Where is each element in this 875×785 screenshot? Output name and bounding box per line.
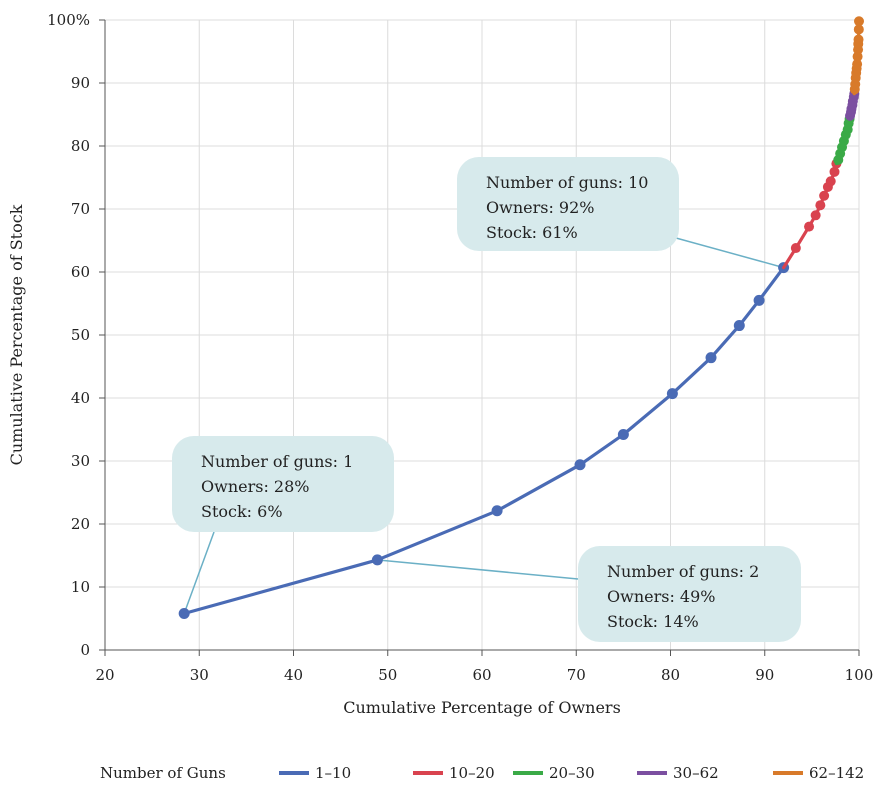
- data-point: [804, 221, 815, 232]
- data-point: [829, 166, 840, 177]
- annotation-box: Number of guns: 10 Owners: 92% Stock: 61%: [457, 157, 679, 251]
- annotation-background: [457, 157, 679, 251]
- data-point: [705, 352, 717, 364]
- y-tick-label: 60: [71, 263, 90, 281]
- x-tick-label: 100: [845, 666, 874, 684]
- legend-item: 10–20: [413, 764, 495, 782]
- annotation-box: Number of guns: 2 Owners: 49% Stock: 14%: [578, 546, 801, 642]
- y-tick-label: 100%: [47, 11, 90, 29]
- y-axis-label: Cumulative Percentage of Stock: [7, 204, 26, 465]
- x-tick-label: 60: [472, 666, 491, 684]
- y-tick-label: 20: [71, 515, 90, 533]
- annotation-text: Number of guns: 10: [486, 173, 648, 192]
- annotation-text: Owners: 92%: [486, 198, 594, 217]
- data-point: [574, 459, 586, 471]
- annotation-text: Stock: 6%: [201, 502, 283, 521]
- data-point: [853, 24, 864, 35]
- annotation-leader-line: [183, 531, 215, 614]
- data-point: [753, 294, 765, 306]
- data-point: [854, 16, 864, 27]
- data-point: [666, 388, 678, 400]
- annotation-text: Stock: 14%: [607, 612, 699, 631]
- data-point: [852, 59, 863, 70]
- annotation-box: Number of guns: 1 Owners: 28% Stock: 6%: [172, 436, 394, 532]
- data-point: [371, 554, 383, 566]
- annotation-leader-line: [377, 559, 579, 580]
- series-line: [182, 266, 786, 616]
- axes: [99, 19, 860, 656]
- x-tick-label: 20: [95, 666, 114, 684]
- y-tick-label: 0: [80, 641, 90, 659]
- data-point: [733, 320, 745, 332]
- annotation-text: Stock: 61%: [486, 223, 578, 242]
- legend-item: 20–30: [513, 764, 595, 782]
- y-tick-label: 90: [71, 74, 90, 92]
- annotation-text: Owners: 28%: [201, 477, 309, 496]
- annotation-text: Owners: 49%: [607, 587, 715, 606]
- legend: Number of Guns 1–10 10–20 20–30 30–62 62–142: [100, 764, 864, 782]
- annotation-leaders: [183, 237, 784, 614]
- y-tick-label: 50: [71, 326, 90, 344]
- x-tick-label: 40: [284, 666, 303, 684]
- legend-item: 62–142: [773, 764, 864, 782]
- y-tick-label: 30: [71, 452, 90, 470]
- x-tick-label: 80: [661, 666, 680, 684]
- y-tick-label: 70: [71, 200, 90, 218]
- legend-label: 62–142: [809, 764, 864, 782]
- data-point: [617, 429, 629, 441]
- x-tick-label: 50: [378, 666, 397, 684]
- x-tick-label: 90: [755, 666, 774, 684]
- data-point: [178, 607, 190, 619]
- data-point: [491, 505, 503, 517]
- legend-label: 30–62: [673, 764, 719, 782]
- annotation-background: [172, 436, 394, 532]
- y-tick-label: 40: [71, 389, 90, 407]
- data-point: [819, 190, 830, 201]
- annotation-text: Number of guns: 1: [201, 452, 353, 471]
- annotation-text: Number of guns: 2: [607, 562, 759, 581]
- data-point: [825, 176, 836, 187]
- series-layer: [178, 16, 864, 619]
- legend-item: 1–10: [279, 764, 351, 782]
- x-tick-label: 70: [567, 666, 586, 684]
- legend-title: Number of Guns: [100, 764, 226, 782]
- legend-label: 1–10: [315, 764, 351, 782]
- legend-label: 10–20: [449, 764, 495, 782]
- y-tick-label: 10: [71, 578, 90, 596]
- y-tick-label: 80: [71, 137, 90, 155]
- annotation-background: [578, 546, 801, 642]
- data-point: [810, 210, 821, 221]
- series-line: [782, 162, 838, 270]
- legend-label: 20–30: [549, 764, 595, 782]
- x-tick-label: 30: [190, 666, 209, 684]
- data-point: [853, 34, 864, 45]
- x-axis-label: Cumulative Percentage of Owners: [343, 698, 621, 717]
- legend-item: 30–62: [637, 764, 719, 782]
- tick-labels: 20 30 40 50 60 70 80 90 100 0 10 20 30 40 50 60 70 80 90 10…: [47, 11, 873, 684]
- data-point: [790, 243, 801, 254]
- data-point: [815, 200, 826, 211]
- annotation-leader-line: [675, 237, 784, 269]
